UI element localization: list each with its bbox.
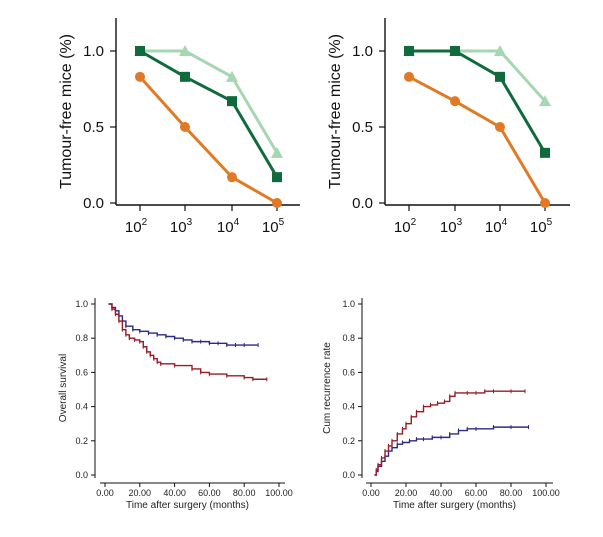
x-tick-label: 105 <box>262 217 285 236</box>
y-axis-label: Tumour-free mice (%) <box>327 34 344 189</box>
data-point-circle <box>227 172 237 183</box>
x-tick-label: 40.00 <box>430 488 453 498</box>
y-tick-label: 0.6 <box>342 367 355 377</box>
series-line-light_green <box>140 49 279 154</box>
y-tick-label: 0.0 <box>342 470 355 480</box>
x-tick-label: 60.00 <box>465 488 488 498</box>
series-step-red <box>108 303 267 380</box>
series-line-dark_green <box>409 49 547 154</box>
x-tick-exponent: 2 <box>142 217 148 228</box>
data-point-circle <box>180 122 190 132</box>
x-tick-label: 0.00 <box>362 488 380 498</box>
y-tick-label: 0.2 <box>342 436 355 446</box>
series-line-light_green <box>409 49 547 103</box>
data-point-circle <box>404 71 414 82</box>
x-tick-label: 80.00 <box>500 488 523 498</box>
y-tick-label: 1.0 <box>83 43 104 60</box>
x-tick-label: 103 <box>440 217 463 236</box>
y-axis-label: Overall survival <box>58 354 69 422</box>
x-tick-base: 10 <box>394 219 411 236</box>
data-point-circle <box>540 198 550 208</box>
series-line-orange <box>408 75 547 204</box>
y-tick-label: 0.2 <box>75 436 88 446</box>
y-tick-label: 0.0 <box>352 195 373 212</box>
x-tick-exponent: 4 <box>502 217 508 228</box>
x-tick-label: 20.00 <box>129 488 152 498</box>
x-tick-exponent: 4 <box>234 217 240 228</box>
data-point-square <box>272 172 282 183</box>
x-tick-label: 60.00 <box>198 488 221 498</box>
data-point-circle <box>135 71 145 82</box>
x-tick-base: 10 <box>125 219 142 236</box>
x-tick-base: 10 <box>530 219 547 236</box>
x-tick-label: 40.00 <box>163 488 186 498</box>
overall-survival-chart: 0.0 0.2 0.4 0.6 0.8 1.0 0.00 20.00 40.00 60.00 80.… <box>58 298 293 511</box>
y-tick-label: 0.4 <box>342 402 355 412</box>
series-step-red <box>374 390 525 476</box>
data-point-square <box>540 147 550 158</box>
data-point-triangle <box>539 95 551 107</box>
x-tick-label: 80.00 <box>233 488 256 498</box>
x-tick-label: 105 <box>530 217 553 236</box>
y-axis-label: Cum recurrence rate <box>322 342 333 434</box>
y-tick-label: 1.0 <box>352 43 373 60</box>
y-tick-label: 0.0 <box>83 195 104 212</box>
data-point-circle <box>495 122 505 132</box>
x-axis-label: Time after surgery (months) <box>393 500 516 511</box>
x-tick-label: 102 <box>125 217 148 236</box>
x-tick-exponent: 5 <box>279 217 285 228</box>
x-tick-base: 10 <box>440 219 457 236</box>
x-tick-base: 10 <box>217 219 234 236</box>
x-tick-label: 20.00 <box>395 488 418 498</box>
x-tick-exponent: 2 <box>411 217 417 228</box>
x-tick-base: 10 <box>262 219 279 236</box>
data-point-square <box>404 46 414 56</box>
y-tick-label: 0.4 <box>75 402 88 412</box>
data-point-triangle <box>494 45 506 56</box>
data-point-square <box>227 96 237 107</box>
y-axis-label: Tumour-free mice (%) <box>58 34 75 189</box>
data-point-square <box>450 46 460 56</box>
x-tick-exponent: 5 <box>547 217 553 228</box>
x-tick-base: 10 <box>170 219 187 236</box>
y-tick-label: 0.8 <box>75 333 88 343</box>
y-tick-label: 0.5 <box>352 119 373 136</box>
series-line-orange <box>138 75 278 205</box>
x-tick-label: 104 <box>217 217 240 236</box>
y-tick-label: 0.8 <box>342 333 355 343</box>
data-point-circle <box>272 198 282 208</box>
data-point-triangle <box>226 70 238 82</box>
data-point-triangle <box>271 146 283 158</box>
x-axis-label: Time after surgery (months) <box>126 500 249 511</box>
series-line-dark_green <box>139 49 279 178</box>
y-tick-label: 0.0 <box>75 470 88 480</box>
x-tick-base: 10 <box>485 219 502 236</box>
data-point-triangle <box>179 45 191 56</box>
data-point-square <box>135 46 145 56</box>
x-tick-label: 100.00 <box>265 488 293 498</box>
x-tick-label: 104 <box>485 217 508 236</box>
x-tick-label: 102 <box>394 217 417 236</box>
cum-recurrence-chart: 0.0 0.2 0.4 0.6 0.8 1.0 0.00 20.00 40.00 60.00 80.… <box>322 298 560 511</box>
y-tick-label: 0.5 <box>83 119 104 136</box>
y-tick-label: 1.0 <box>75 299 88 309</box>
x-tick-label: 103 <box>170 217 193 236</box>
x-tick-label: 100.00 <box>532 488 560 498</box>
x-tick-label: 0.00 <box>96 488 114 498</box>
y-tick-label: 0.6 <box>75 367 88 377</box>
y-tick-label: 1.0 <box>342 299 355 309</box>
x-tick-exponent: 3 <box>187 217 193 228</box>
x-tick-exponent: 3 <box>457 217 463 228</box>
data-point-square <box>495 71 505 82</box>
data-point-circle <box>450 96 460 107</box>
data-point-square <box>180 71 190 82</box>
